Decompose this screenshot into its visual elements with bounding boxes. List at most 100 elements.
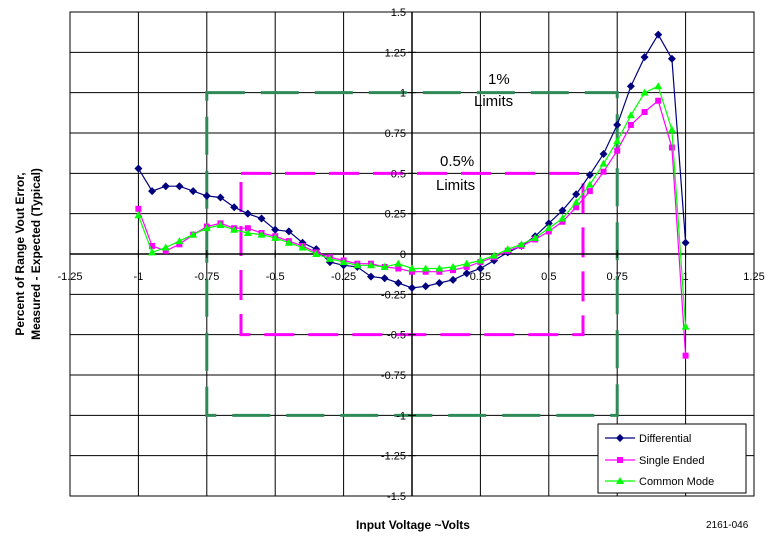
data-point	[476, 264, 485, 273]
legend-label-single-ended: Single Ended	[639, 455, 704, 467]
data-point	[449, 262, 458, 270]
data-point	[243, 229, 252, 237]
legend-box	[597, 423, 747, 494]
data-point	[161, 243, 170, 251]
data-point	[175, 182, 184, 191]
figure-number: 2161-046	[706, 520, 749, 531]
data-point	[435, 264, 444, 272]
y-tick-label: -1	[396, 410, 406, 422]
data-point	[586, 188, 593, 195]
x-axis-title: Input Voltage ~Volts	[356, 518, 470, 532]
data-point	[681, 238, 690, 247]
data-point	[614, 147, 621, 154]
y-tick-label: 1	[400, 88, 406, 100]
x-tick-label: -1.25	[57, 271, 82, 283]
data-point	[462, 259, 471, 267]
data-point	[531, 233, 540, 241]
data-point	[134, 211, 143, 219]
data-point	[572, 190, 581, 199]
limit-1pct-label: 1%	[488, 71, 510, 88]
data-point	[599, 149, 608, 158]
data-point	[257, 230, 266, 238]
data-point	[572, 198, 581, 206]
data-point	[667, 125, 676, 133]
series-group	[134, 30, 690, 359]
legend: Differential Single Ended Common Mode	[597, 423, 747, 494]
data-point	[626, 111, 635, 119]
data-point	[202, 224, 211, 232]
data-point	[463, 263, 470, 270]
data-point	[462, 269, 471, 278]
data-point	[149, 242, 156, 249]
data-point	[599, 159, 608, 167]
data-point	[176, 241, 183, 248]
data-point	[284, 227, 293, 236]
legend-label-common-mode: Common Mode	[639, 476, 714, 488]
x-tick-label: 0.25	[470, 271, 491, 283]
data-point	[613, 120, 622, 129]
y-tick-label: 0	[400, 249, 406, 261]
x-tick-label: -0.5	[266, 271, 285, 283]
data-point	[585, 170, 594, 179]
data-point	[450, 267, 457, 274]
data-point	[573, 204, 580, 211]
legend-marker-single-ended	[617, 457, 623, 463]
data-point	[175, 237, 184, 245]
data-point	[394, 259, 403, 267]
data-point	[148, 187, 157, 196]
data-point	[436, 268, 443, 275]
data-point	[476, 256, 485, 264]
data-point	[449, 275, 458, 284]
data-point	[681, 322, 690, 330]
data-point	[271, 233, 280, 241]
y-tick-label: -0.75	[381, 370, 406, 382]
y-tick-label: 0.5	[391, 168, 406, 180]
y-tick-label: -1.5	[387, 491, 406, 503]
data-point	[408, 283, 416, 292]
data-point	[202, 191, 211, 200]
data-point	[558, 214, 567, 222]
data-point	[517, 240, 526, 248]
y-tick-label: 0.75	[385, 128, 406, 140]
data-point	[654, 82, 663, 90]
data-point	[544, 219, 553, 228]
data-point	[271, 225, 280, 234]
data-point	[284, 238, 293, 246]
x-tick-label: 1	[683, 271, 689, 283]
limit-half-pct-label: 0.5%	[440, 153, 474, 170]
data-point	[135, 205, 142, 212]
y-axis-title-line1: Percent of Range Vout Error,	[13, 172, 27, 335]
legend-marker-common-mode	[616, 477, 624, 484]
data-point	[626, 82, 635, 91]
data-point	[613, 137, 622, 145]
limit-half-pct-sublabel: Limits	[436, 177, 475, 194]
x-tick-label: 0.75	[606, 271, 627, 283]
y-axis-title-line2: Measured - Expected (Typical)	[29, 168, 43, 340]
data-point	[544, 224, 553, 232]
x-tick-label: 1.25	[743, 271, 764, 283]
data-point	[503, 245, 512, 253]
x-tick-label: -0.75	[194, 271, 219, 283]
data-point	[216, 220, 225, 228]
data-point	[435, 279, 444, 288]
data-point	[339, 258, 348, 266]
data-point	[366, 261, 375, 269]
data-point	[640, 53, 649, 62]
data-point	[421, 282, 430, 291]
data-point	[216, 193, 225, 202]
data-point	[353, 261, 362, 269]
y-tick-label: 0.25	[385, 209, 406, 221]
data-point	[148, 248, 157, 256]
data-point	[668, 144, 675, 151]
data-point	[243, 209, 252, 218]
y-tick-label: 1.25	[385, 47, 406, 59]
data-point	[230, 203, 239, 212]
data-point	[585, 180, 594, 188]
data-point	[641, 109, 648, 116]
data-point	[189, 187, 198, 196]
legend-label-differential: Differential	[639, 433, 691, 445]
data-point	[655, 97, 662, 104]
data-point	[366, 272, 375, 281]
x-tick-label: -0.25	[331, 271, 356, 283]
